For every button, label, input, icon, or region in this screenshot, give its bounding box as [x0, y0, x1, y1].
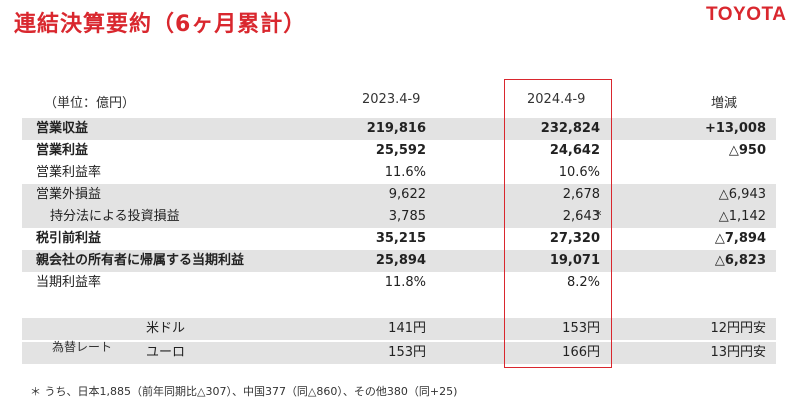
value-curr: 2,643: [562, 209, 600, 224]
row-revenue: 営業収益 219,816 232,824 +13,008: [22, 118, 776, 140]
value-curr: 2,678: [562, 187, 600, 202]
value-prev: 141円: [388, 321, 426, 336]
row-label: 営業利益率: [36, 165, 102, 180]
value-curr: 10.6%: [558, 165, 600, 180]
row-label: 親会社の所有者に帰属する当期利益: [36, 253, 245, 268]
value-diff: 12円円安: [710, 321, 766, 336]
value-prev: 153円: [388, 345, 426, 360]
column-header-prev: 2023.4-9: [362, 92, 421, 107]
footnote: ＊ うち、日本1,885（前年同期比△307）、中国377（同△860）、その他…: [30, 385, 458, 398]
value-curr: 8.2%: [566, 275, 600, 290]
currency-label: 米ドル: [146, 321, 186, 336]
column-header-diff: 増減: [711, 96, 738, 111]
value-curr: 19,071: [549, 253, 600, 268]
value-diff: △6,823: [714, 253, 766, 268]
row-net-margin: 当期利益率 11.8% 8.2%: [22, 272, 776, 294]
row-equity-method: 持分法による投資損益 3,785 2,643 * △1,142: [22, 206, 776, 228]
value-prev: 25,592: [375, 143, 426, 158]
value-prev: 11.8%: [384, 275, 426, 290]
row-label: 営業収益: [36, 121, 89, 136]
value-curr: 24,642: [549, 143, 600, 158]
row-operating-margin: 営業利益率 11.6% 10.6%: [22, 162, 776, 184]
value-diff: △950: [728, 143, 766, 158]
column-header-curr: 2024.4-9: [527, 92, 586, 107]
row-fx-usd: 米ドル 141円 153円 12円円安: [22, 318, 776, 340]
currency-label: ユーロ: [146, 345, 186, 360]
value-diff: +13,008: [704, 121, 766, 136]
value-prev: 3,785: [388, 209, 426, 224]
value-diff: △6,943: [718, 187, 766, 202]
fx-rate-label: 為替レート: [52, 340, 113, 354]
footnote-marker: *: [595, 209, 602, 224]
value-curr: 166円: [562, 345, 600, 360]
row-label: 税引前利益: [36, 231, 102, 246]
value-curr: 27,320: [549, 231, 600, 246]
value-prev: 35,215: [375, 231, 426, 246]
toyota-logo: TOYOTA: [706, 4, 787, 25]
value-curr: 153円: [562, 321, 600, 336]
value-diff: △1,142: [718, 209, 766, 224]
unit-label: （単位：億円）: [44, 96, 136, 111]
value-diff: 13円円安: [710, 345, 766, 360]
row-label: 当期利益率: [36, 275, 102, 290]
row-non-operating: 営業外損益 9,622 2,678 △6,943: [22, 184, 776, 206]
row-operating-income: 営業利益 25,592 24,642 △950: [22, 140, 776, 162]
value-diff: △7,894: [714, 231, 766, 246]
row-label: 持分法による投資損益: [50, 209, 180, 224]
value-curr: 232,824: [540, 121, 600, 136]
value-prev: 219,816: [366, 121, 426, 136]
value-prev: 25,894: [375, 253, 426, 268]
page-title: 連結決算要約（6ヶ月累計）: [14, 12, 307, 37]
row-label: 営業外損益: [36, 187, 102, 202]
value-prev: 11.6%: [384, 165, 426, 180]
row-net-income: 親会社の所有者に帰属する当期利益 25,894 19,071 △6,823: [22, 250, 776, 272]
value-prev: 9,622: [388, 187, 426, 202]
row-fx-eur: ユーロ 153円 166円 13円円安: [22, 342, 776, 364]
row-label: 営業利益: [36, 143, 89, 158]
row-pretax-income: 税引前利益 35,215 27,320 △7,894: [22, 228, 776, 250]
